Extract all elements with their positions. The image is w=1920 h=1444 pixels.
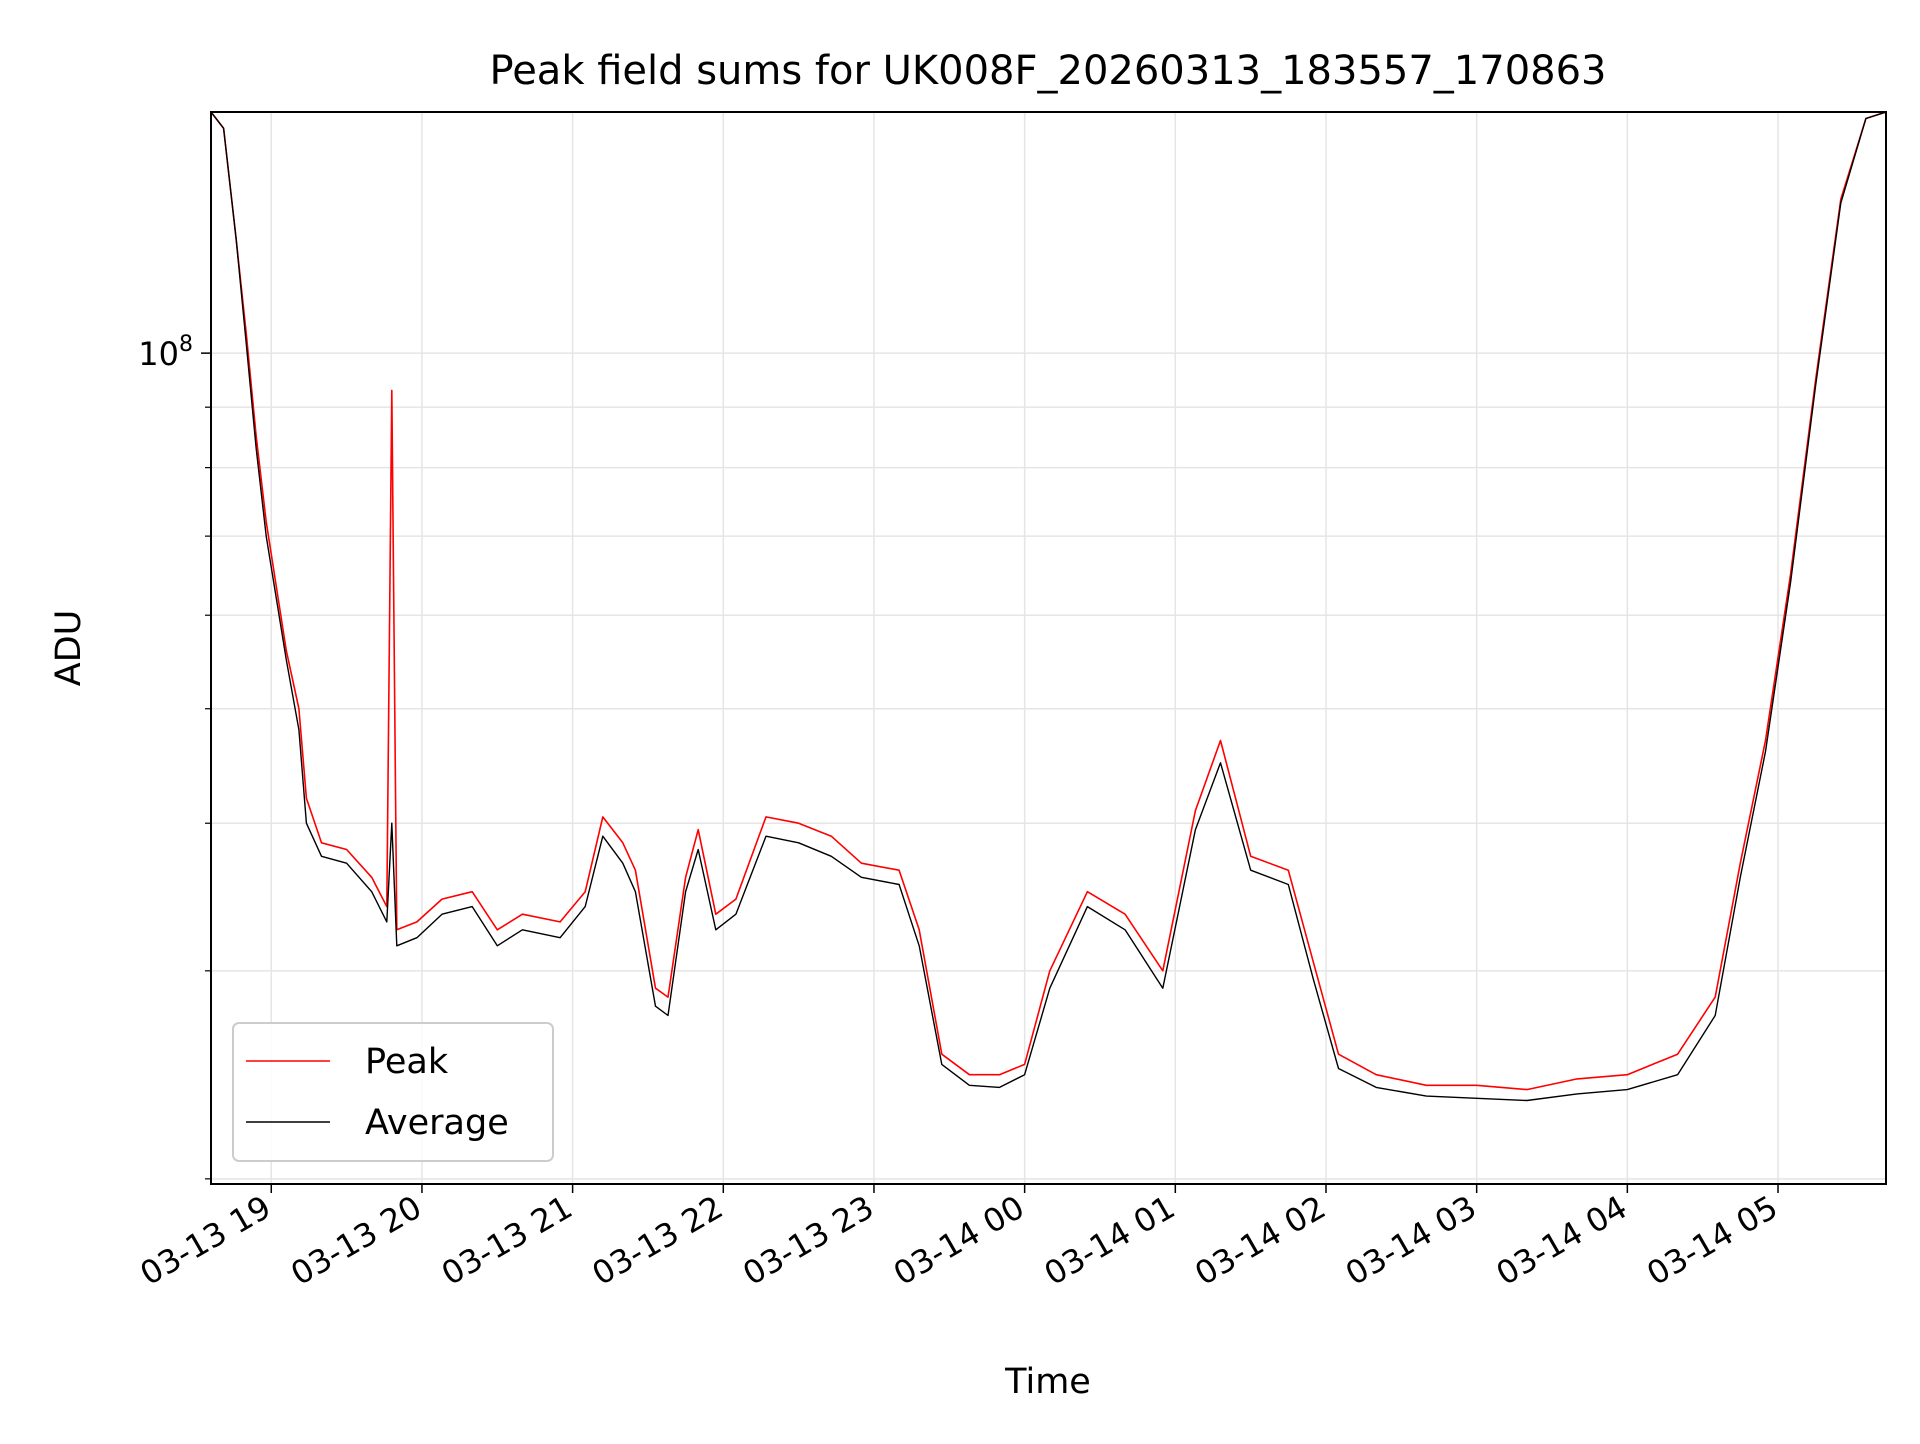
- chart-title: Peak field sums for UK008F_20260313_1835…: [490, 48, 1607, 94]
- y-tick-label: 108: [138, 332, 193, 373]
- y-axis-label: ADU: [49, 610, 89, 687]
- legend-box: [232, 1022, 554, 1162]
- series-layer: [211, 112, 1886, 1102]
- series-line-peak: [211, 112, 1886, 1091]
- x-axis-label: Time: [1004, 1362, 1091, 1402]
- legend-label-average: Average: [365, 1103, 509, 1143]
- plot-frame: [210, 111, 1887, 1185]
- legend: Peak Average: [232, 1022, 554, 1162]
- grid: [211, 112, 1886, 1184]
- y-tick-exponent: 8: [179, 332, 193, 357]
- y-tick-base: 10: [138, 335, 179, 373]
- series-line-average: [211, 112, 1886, 1102]
- legend-label-peak: Peak: [365, 1042, 449, 1082]
